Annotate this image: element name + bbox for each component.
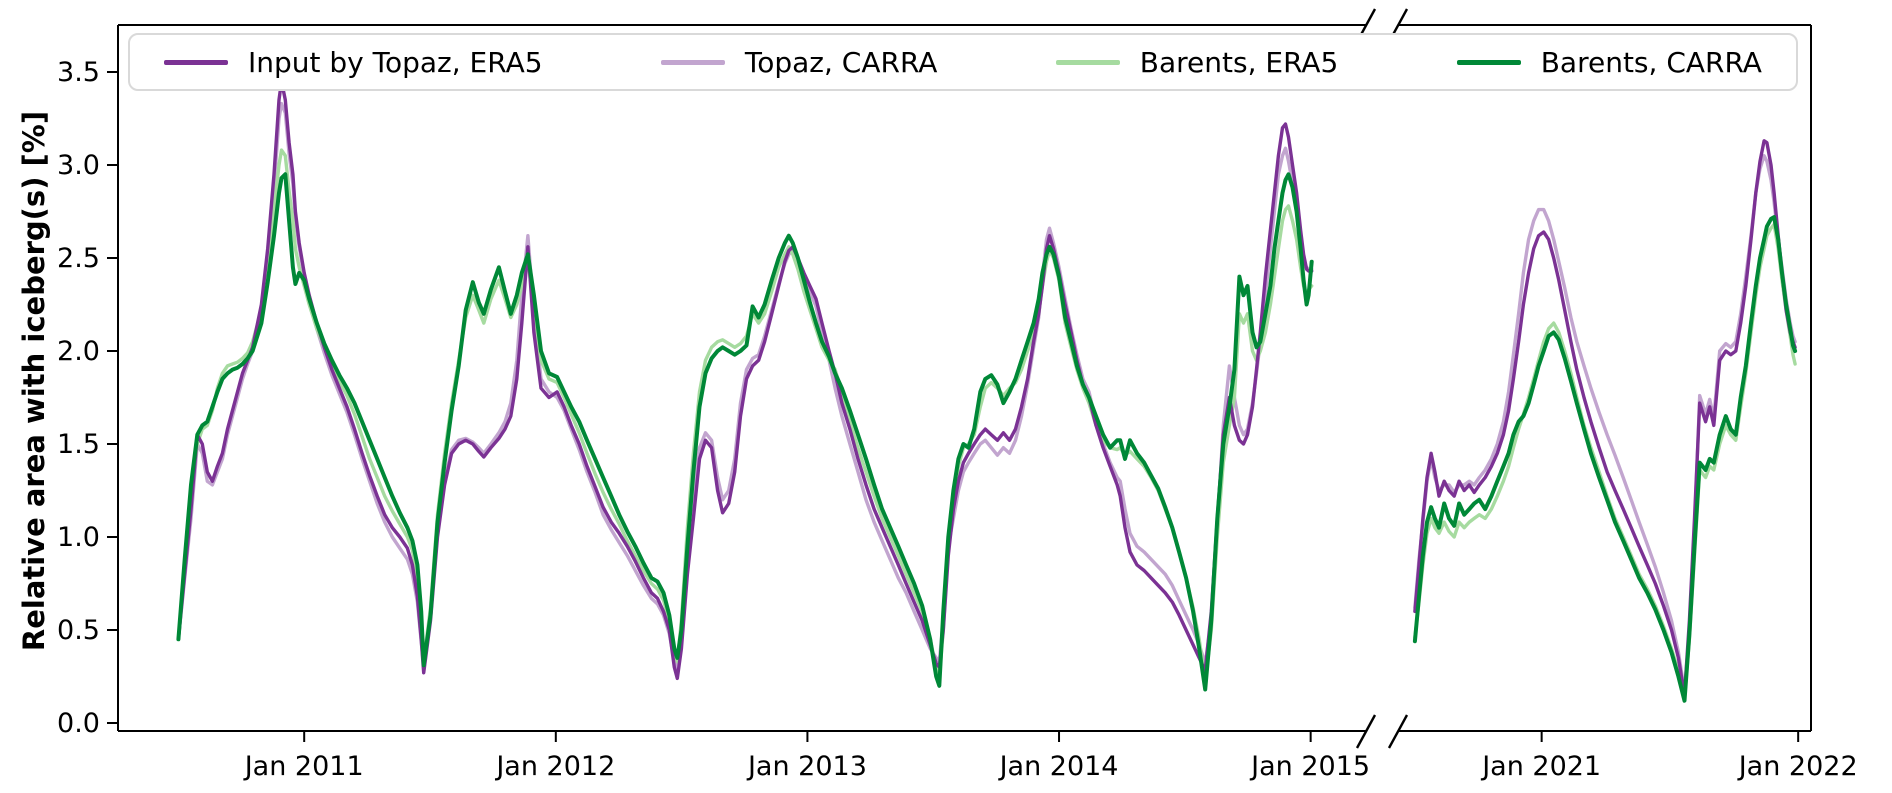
- axis-break-icon: [1387, 714, 1409, 749]
- y-axis-label: Relative area with iceberg(s) [%]: [17, 110, 51, 652]
- legend-item-barents-carra: Barents, CARRA: [1456, 45, 1762, 79]
- y-tick-label: 2.5: [57, 243, 100, 274]
- y-tick-label: 3.0: [57, 150, 100, 181]
- legend-swatch-topaz-era5: [164, 59, 228, 65]
- y-tick-label: 2.0: [57, 336, 100, 367]
- legend-item-topaz-era5: Input by Topaz, ERA5: [164, 46, 543, 79]
- axes: [117, 8, 1812, 749]
- x-tick-label: Jan 2013: [746, 751, 867, 782]
- right-panel-lines: [1412, 139, 1798, 703]
- y-tick-label: 0.0: [57, 708, 100, 739]
- legend-item-topaz-carra: Topaz, CARRA: [660, 45, 938, 79]
- legend-label: Input by Topaz, ERA5: [248, 45, 543, 79]
- series-line-barents_carra: [1412, 215, 1798, 703]
- x-tick-label: Jan 2022: [1737, 751, 1858, 782]
- legend-item-barents-era5: Barents, ERA5: [1055, 45, 1339, 79]
- x-tick-label: Jan 2015: [1249, 751, 1370, 782]
- legend-swatch-topaz-carra: [660, 59, 725, 65]
- series-line-topaz_era5: [176, 79, 1314, 681]
- legend-swatch-barents-era5: [1055, 59, 1120, 65]
- y-tick-label: 1.5: [57, 429, 100, 460]
- x-tick-label: Jan 2011: [243, 751, 364, 782]
- x-tick-label: Jan 2012: [494, 751, 615, 782]
- legend-swatch-barents-carra: [1456, 59, 1521, 65]
- axis-break-icon: [1355, 714, 1377, 749]
- y-axis-ticks: 0.0 0.5 1.0 1.5 2.0 2.5 3.0 3.5: [57, 57, 118, 739]
- x-tick-label: Jan 2014: [998, 751, 1119, 782]
- left-panel-lines: [176, 79, 1314, 692]
- x-tick-label: Jan 2021: [1480, 751, 1601, 782]
- legend-label: Barents, CARRA: [1540, 45, 1762, 79]
- legend: Input by Topaz, ERA5 Topaz, CARRA Barent…: [128, 33, 1798, 91]
- y-tick-label: 1.0: [57, 522, 100, 553]
- x-axis-ticks: Jan 2011 Jan 2012 Jan 2013 Jan 2014 Jan 2015…: [243, 731, 1858, 782]
- legend-label: Topaz, CARRA: [744, 45, 938, 79]
- legend-label: Barents, ERA5: [1139, 45, 1339, 79]
- y-tick-label: 3.5: [57, 57, 100, 88]
- y-tick-label: 0.5: [57, 615, 100, 646]
- series-line-topaz_era5: [1413, 139, 1797, 697]
- series-line-barents_carra: [176, 172, 1314, 692]
